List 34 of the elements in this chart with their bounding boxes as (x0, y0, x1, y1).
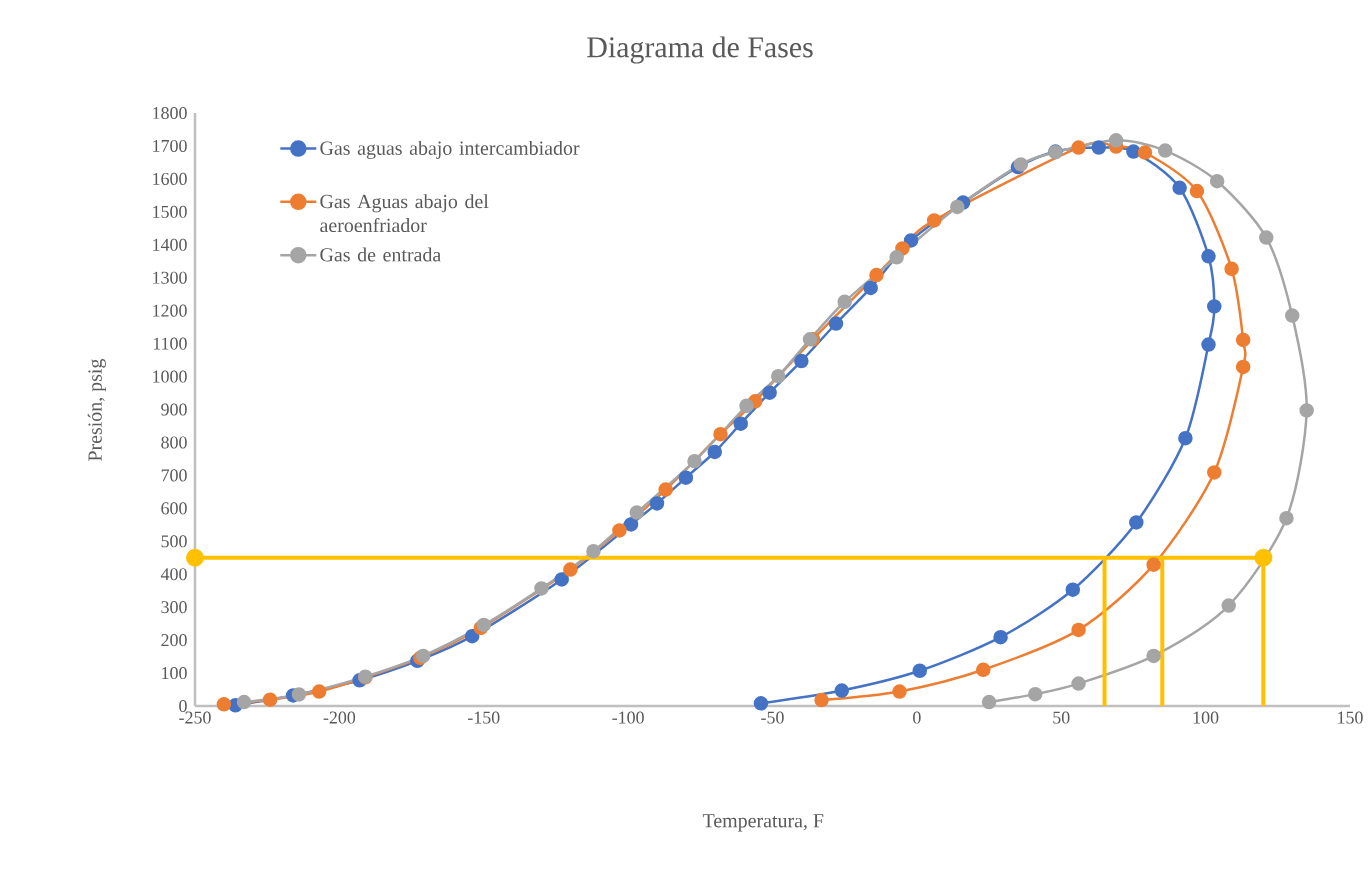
y-tick-label: 600 (161, 502, 187, 515)
y-tick-label: 500 (161, 535, 187, 548)
y-tick-label: 100 (162, 667, 187, 680)
x-tick-label: 0 (913, 711, 921, 724)
y-tick-label: 1800 (153, 106, 187, 120)
y-tick-label: 400 (160, 568, 187, 581)
x-tick-label: -200 (323, 711, 356, 724)
x-tick-label: -150 (467, 711, 500, 724)
y-tick-label: 700 (161, 469, 187, 482)
y-axis-title: Presión, psig (87, 359, 106, 461)
y-tick-label: 1600 (153, 172, 187, 185)
x-tick-label: -50 (761, 711, 784, 724)
y-tick-label: 200 (161, 634, 187, 647)
x-tick-label: -250 (179, 711, 211, 724)
legend-label: Gas de entrada (320, 247, 441, 262)
legend-label: Gas Aguas abajo del aeroenfriador (320, 194, 489, 233)
x-tick-label: 50 (1053, 711, 1070, 724)
x-tick-label: 150 (1338, 711, 1363, 724)
y-tick-label: 1700 (153, 139, 187, 152)
y-tick-label: 1400 (153, 238, 187, 251)
x-tick-label: -100 (612, 711, 644, 724)
y-tick-label: 1000 (153, 370, 187, 383)
legend-label: Gas aguas abajo intercambiador (320, 140, 580, 160)
x-tick-label: 100 (1193, 711, 1219, 724)
y-tick-label: 1300 (153, 271, 187, 284)
y-tick-label: 1500 (153, 205, 187, 218)
y-tick-label: 900 (161, 403, 187, 416)
y-tick-label: 800 (161, 436, 187, 449)
y-tick-label: 0 (179, 699, 187, 713)
x-axis-title: Temperatura, F (702, 814, 824, 832)
y-tick-label: 1200 (153, 304, 187, 317)
y-tick-label: 1100 (153, 337, 187, 350)
chart-title: Diagrama de Fases (587, 36, 813, 64)
y-tick-label: 300 (161, 601, 187, 614)
